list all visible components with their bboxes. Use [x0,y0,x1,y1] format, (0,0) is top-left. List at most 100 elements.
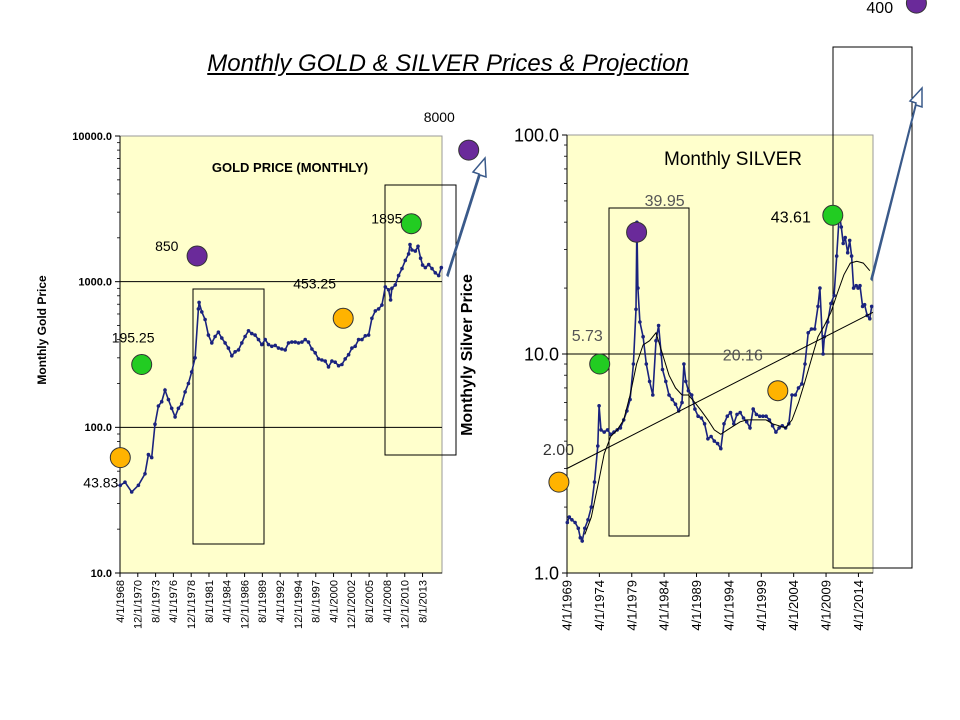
gold-price-point [350,346,354,350]
silver-price-point [803,362,807,366]
silver-price-point [702,422,707,426]
gold-price-point [340,362,344,367]
silver-price-point [843,235,847,240]
silver-price-label: 39.95 [645,193,685,210]
gold-price-label: 850 [155,238,179,254]
silver-x-tick-label: 4/1/1974 [592,580,607,631]
gold-price-point [263,337,268,342]
silver-price-point [699,416,704,420]
gold-price-point [406,252,411,256]
gold-price-point [353,344,358,349]
silver-price-point [735,412,739,417]
silver-price-label: 20.16 [723,348,763,365]
silver-x-tick-label: 4/1/1989 [689,580,704,631]
silver-price-point [725,414,730,419]
gold-y-tick-label: 100.0 [84,422,112,434]
silver-x-tick-label: 4/1/1979 [624,580,639,631]
gold-x-tick-label: 12/1/1986 [239,580,251,629]
gold-price-point [323,359,328,363]
page-title: Monthly GOLD & SILVER Prices & Projectio… [207,50,689,77]
silver-annotations: 2.00 5.73 39.95 20.16 43.61 400 [543,0,927,493]
gold-x-tick-label: 8/1/1997 [311,580,323,623]
gold-price-point [333,360,338,365]
gold-y-tick-label: 10.0 [91,568,112,580]
gold-price-point [270,344,274,349]
gold-price-point [273,343,278,348]
silver-price-label: 400 [866,0,893,17]
silver-price-point [634,307,638,312]
silver-price-point [664,379,668,384]
gold-price-point [149,455,154,460]
gold-x-tick-label: 12/1/2002 [346,580,358,629]
gold-price-label: 43.83 [83,475,118,491]
gold-chart: 10.0 100.0 1000.0 10000.0 4/1/1968 12/1/1970… [35,109,487,629]
silver-price-point [580,539,584,543]
gold-x-tick-label: 8/1/1973 [150,580,162,623]
silver-price-point [605,428,610,432]
gold-price-point [266,342,271,347]
gold-price-point [283,348,288,352]
gold-price-point [197,300,201,305]
silver-price-point [719,446,723,451]
gold-price-point [370,316,374,321]
silver-price-point [686,388,691,393]
gold-price-point [326,365,331,369]
gold-x-tick-labels: 4/1/1968 12/1/1970 8/1/1973 4/1/1976 12/1/19… [115,573,429,629]
silver-price-point [612,430,616,434]
silver-price-point [847,238,852,243]
gold-price-point [316,357,321,361]
gold-price-point [143,472,147,476]
silver-x-tick-label: 4/1/2009 [819,580,834,631]
silver-price-point [841,241,845,246]
silver-y-tick-labels: 1.0 10.0 100.0 [514,125,559,583]
silver-price-point [818,286,822,290]
gold-price-label: 453.25 [293,275,336,291]
silver-price-point [722,422,726,426]
silver-y-tick-label: 100.0 [514,125,559,145]
gold-price-point [356,337,361,342]
gold-price-point [306,340,311,344]
gold-price-point [206,333,211,337]
gold-price-point [360,337,364,342]
gold-price-point [320,358,324,362]
silver-price-point [858,283,862,288]
silver-price-point [673,402,678,407]
gold-price-point [336,363,341,368]
gold-price-point [186,381,191,386]
gold-price-point [233,350,237,354]
silver-price-point [851,286,856,290]
silver-price-label: 5.73 [572,328,603,345]
silver-moving-average-line [584,260,871,535]
gold-marker-purple [186,245,208,267]
silver-price-point [834,254,839,258]
gold-price-point [179,402,184,406]
silver-price-point [693,407,697,411]
silver-price-point [868,316,872,321]
silver-price-label: 43.61 [771,209,811,226]
gold-price-point [313,351,318,355]
gold-price-point [388,298,393,302]
silver-price-point [845,250,850,255]
gold-price-point [426,262,431,267]
silver-price-point [576,526,581,531]
silver-box-1980 [608,207,690,537]
silver-marker-orange [548,471,570,493]
gold-price-point [366,333,371,337]
silver-price-point [757,414,762,419]
gold-price-point [200,310,204,314]
silver-marker-orange [767,380,789,402]
silver-price-point [573,520,577,525]
gold-price-point [123,480,127,485]
silver-price-point [728,410,733,415]
silver-price-point [741,416,746,420]
silver-price-point [774,430,778,434]
silver-price-point [800,382,804,386]
silver-price-point [597,404,601,408]
gold-price-point [256,337,261,342]
silver-x-tick-label: 4/1/2004 [786,580,801,631]
gold-price-point [183,390,187,394]
gold-price-point [383,285,388,289]
gold-price-point [280,347,284,351]
silver-price-point [636,286,640,290]
